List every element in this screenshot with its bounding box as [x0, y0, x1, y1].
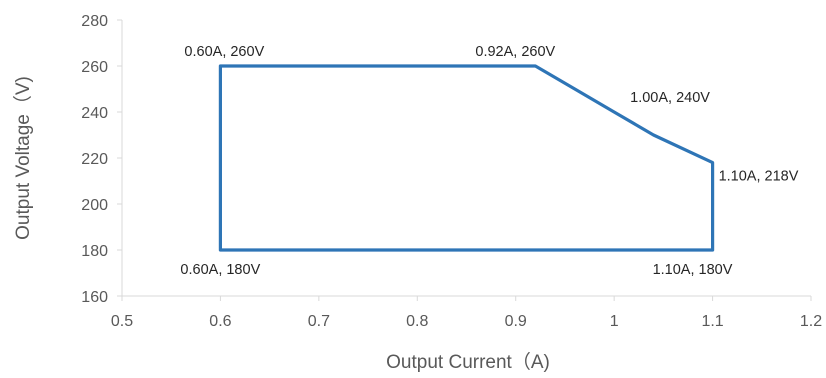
point-label: 1.10A, 218V	[719, 169, 799, 185]
y-tick-label: 200	[81, 197, 108, 214]
y-tick-label: 280	[81, 13, 108, 30]
x-tick-label: 1.2	[800, 313, 822, 330]
point-label: 0.60A, 260V	[184, 44, 264, 60]
x-tick-label: 0.7	[308, 313, 330, 330]
series-layer	[218, 64, 715, 252]
point-label: 1.00A, 240V	[630, 90, 710, 106]
y-tick-label: 260	[81, 59, 108, 76]
y-tick-label: 220	[81, 151, 108, 168]
point-labels: 0.60A, 260V 0.92A, 260V 1.00A, 240V 1.10A, …	[180, 44, 798, 278]
x-tick-label: 1	[610, 313, 619, 330]
x-tick-label: 1.1	[701, 313, 723, 330]
x-tick-label: 0.6	[209, 313, 231, 330]
axes	[121, 20, 811, 297]
y-axis-title: Output Voltage（V)	[12, 76, 34, 240]
y-tick-label: 180	[81, 243, 108, 260]
point-label: 0.60A, 180V	[180, 262, 260, 278]
y-tick-label: 240	[81, 105, 108, 122]
series-line	[218, 64, 715, 252]
y-tick-labels: 160 180 200 220 240 260 280	[81, 13, 122, 306]
x-tick-labels: 0.5 0.6 0.7 0.8 0.9 1 1.1 1.2	[111, 296, 822, 330]
x-tick-label: 0.5	[111, 313, 133, 330]
x-tick-label: 0.9	[505, 313, 527, 330]
point-label: 0.92A, 260V	[475, 44, 555, 60]
y-tick-label: 160	[81, 289, 108, 306]
x-tick-label: 0.8	[406, 313, 428, 330]
point-label: 1.10A, 180V	[653, 262, 733, 278]
x-axis-title: Output Current（A)	[386, 351, 550, 373]
